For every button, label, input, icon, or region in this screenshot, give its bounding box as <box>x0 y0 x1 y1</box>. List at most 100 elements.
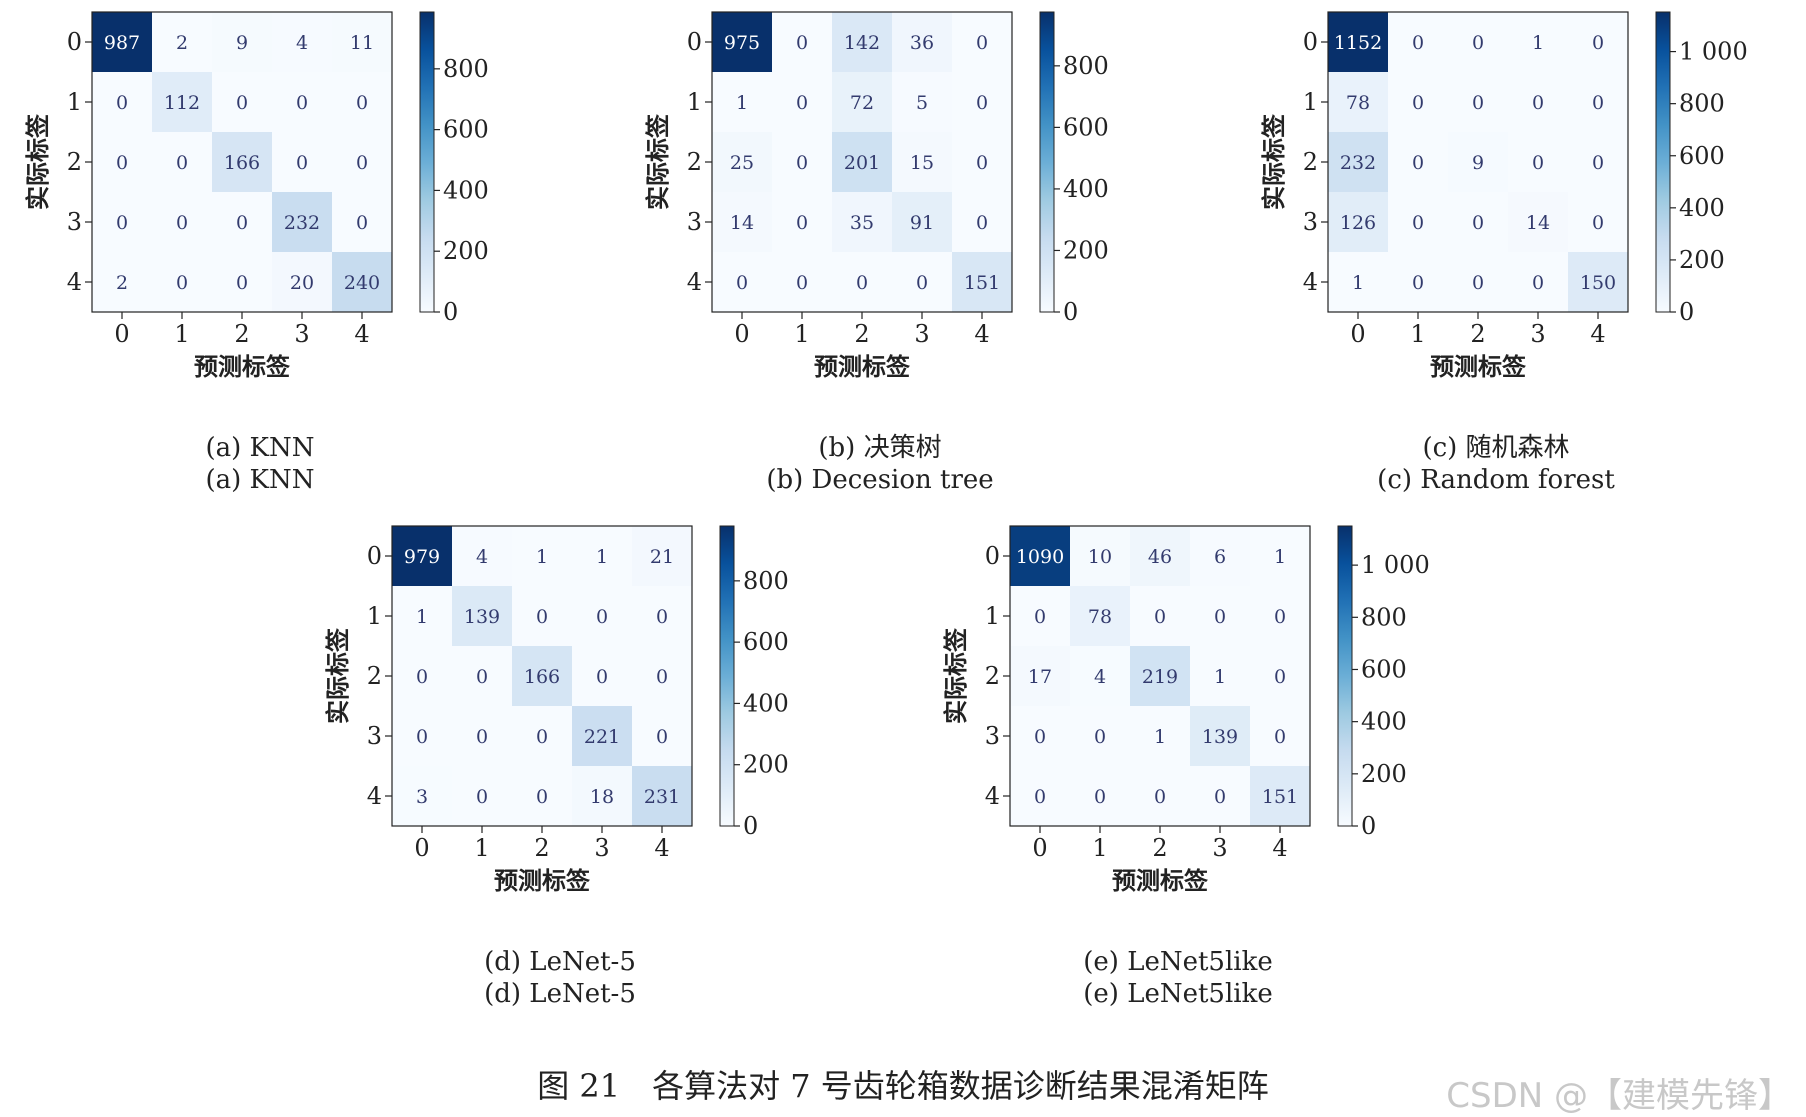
cell-value-label: 2 <box>116 272 128 294</box>
cell-value-label: 0 <box>1094 726 1106 748</box>
heatmap-cell <box>1250 706 1310 766</box>
y-axis-label: 实际标签 <box>643 113 672 210</box>
colorbar <box>1039 11 1055 313</box>
cell-value-label: 0 <box>1274 666 1286 688</box>
cell-value-label: 0 <box>116 152 128 174</box>
cell-value-label: 0 <box>656 666 668 688</box>
heatmap-cell <box>1070 646 1130 706</box>
caption-a: (a) KNN (a) KNN <box>60 432 460 496</box>
x-tick-label: 1 <box>174 320 189 348</box>
y-tick-label: 3 <box>1303 208 1318 236</box>
heatmap-cell <box>892 72 952 132</box>
cell-value-label: 2 <box>176 32 188 54</box>
x-tick-label: 1 <box>1410 320 1425 348</box>
cell-value-label: 126 <box>1340 212 1376 234</box>
cell-value-label: 151 <box>1262 786 1298 808</box>
cell-value-label: 6 <box>1214 546 1226 568</box>
cell-value-label: 0 <box>1532 272 1544 294</box>
colorbar-tick-label: 600 <box>1361 655 1407 683</box>
heatmap-cell <box>1448 72 1508 132</box>
x-tick-label: 2 <box>1470 320 1485 348</box>
cell-value-label: 9 <box>236 32 248 54</box>
heatmap-cell <box>452 526 512 586</box>
cell-value-label: 0 <box>976 212 988 234</box>
caption-d-line1: (d) LeNet-5 <box>484 947 636 977</box>
heatmap-cell <box>1328 72 1388 132</box>
caption-c-line2: (c) Random forest <box>1377 465 1615 495</box>
cell-value-label: 0 <box>1532 152 1544 174</box>
heatmap-cell <box>952 252 1012 312</box>
panel-c: 1152 0 0 1 0 78 0 0 0 0 232 0 9 0 0 126 0 0 14 0 1 0 0 0 150 0 1 2 3… <box>1236 0 1806 420</box>
x-tick-label: 4 <box>1590 320 1605 348</box>
cell-value-label: 1 <box>1154 726 1166 748</box>
heatmap-cell <box>952 192 1012 252</box>
cell-value-label: 46 <box>1148 546 1172 568</box>
cell-value-label: 0 <box>176 212 188 234</box>
heatmap-cell <box>1250 526 1310 586</box>
cell-value-label: 1 <box>416 606 428 628</box>
colorbar-tick-label: 600 <box>443 116 489 144</box>
cell-value-label: 0 <box>1592 212 1604 234</box>
cell-value-label: 166 <box>224 152 260 174</box>
heatmap-cell <box>152 12 212 72</box>
caption-c-line1: (c) 随机森林 <box>1422 433 1570 463</box>
cell-value-label: 201 <box>844 152 880 174</box>
cell-value-label: 21 <box>650 546 674 568</box>
heatmap-cell <box>952 72 1012 132</box>
heatmap-cell <box>632 586 692 646</box>
heatmap-cell <box>152 72 212 132</box>
heatmap-b: 975 0 142 36 01 0 72 5 025 0 201 15 014 0 35 91 00 0 0 0 151… <box>643 11 1109 381</box>
colorbar-tick-label: 0 <box>1361 812 1376 840</box>
heatmap-cell <box>92 252 152 312</box>
heatmap-cell <box>152 252 212 312</box>
heatmap-cell <box>1388 252 1448 312</box>
heatmap-cell <box>512 586 572 646</box>
x-tick-label: 1 <box>474 834 489 862</box>
heatmap-cell <box>712 12 772 72</box>
heatmap-cell <box>1568 12 1628 72</box>
cell-value-label: 4 <box>296 32 308 54</box>
y-tick-label: 0 <box>367 542 382 570</box>
heatmap-cell <box>272 72 332 132</box>
x-tick-label: 0 <box>734 320 749 348</box>
heatmap-cell <box>1130 766 1190 826</box>
cell-value-label: 1 <box>1274 546 1286 568</box>
heatmap-cell <box>712 192 772 252</box>
heatmap-cell <box>452 706 512 766</box>
cell-value-label: 0 <box>1034 726 1046 748</box>
heatmap-cell <box>892 132 952 192</box>
cell-value-label: 232 <box>1340 152 1376 174</box>
cell-value-label: 975 <box>724 32 760 54</box>
heatmap-cell <box>332 12 392 72</box>
heatmap-cell <box>1388 132 1448 192</box>
cell-value-label: 987 <box>104 32 140 54</box>
cell-value-label: 142 <box>844 32 880 54</box>
heatmap-cell <box>1448 252 1508 312</box>
cell-value-label: 0 <box>236 272 248 294</box>
cell-value-label: 1152 <box>1334 32 1382 54</box>
heatmap-cell <box>832 192 892 252</box>
colorbar-tick-label: 600 <box>1679 142 1725 170</box>
heatmap-cell <box>892 252 952 312</box>
heatmap-cell <box>1190 706 1250 766</box>
heatmap-cell <box>1070 766 1130 826</box>
heatmap-cell <box>772 72 832 132</box>
heatmap-cell <box>832 12 892 72</box>
cell-value-label: 0 <box>1592 32 1604 54</box>
colorbar-tick-label: 1 000 <box>1361 551 1430 579</box>
heatmap-cell <box>392 586 452 646</box>
heatmap-cell <box>92 192 152 252</box>
heatmap-cell <box>512 526 572 586</box>
heatmap-cell <box>712 132 772 192</box>
cell-value-label: 25 <box>730 152 754 174</box>
caption-c: (c) 随机森林 (c) Random forest <box>1296 432 1696 496</box>
x-axis-label: 预测标签 <box>1112 866 1209 895</box>
cell-value-label: 0 <box>1214 786 1226 808</box>
heatmap-cell <box>952 132 1012 192</box>
colorbar-tick-label: 600 <box>1063 113 1109 141</box>
cell-value-label: 1090 <box>1016 546 1064 568</box>
heatmap-cell <box>952 12 1012 72</box>
cell-value-label: 0 <box>356 212 368 234</box>
heatmap-cell <box>212 192 272 252</box>
